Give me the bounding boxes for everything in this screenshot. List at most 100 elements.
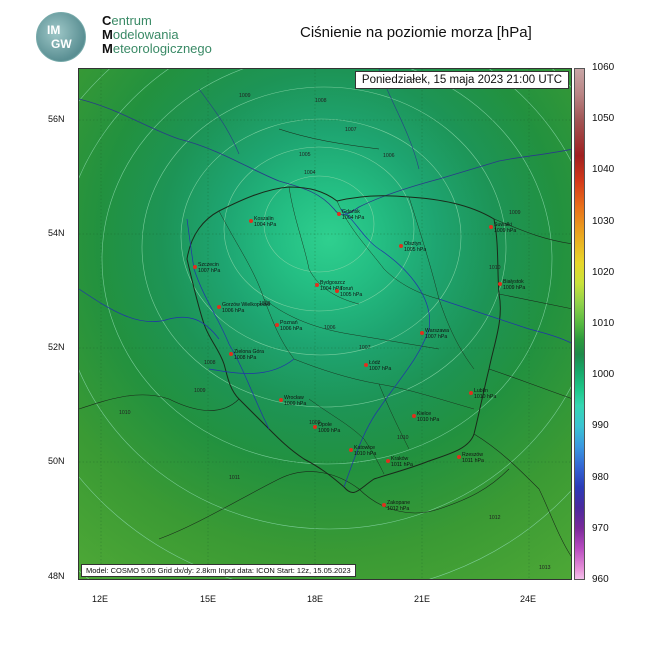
city-pressure: 1010 hPa [474, 394, 496, 400]
city-marker [315, 283, 319, 287]
isobar-label: 1010 [397, 435, 409, 441]
city-name: Kraków [391, 456, 409, 462]
isobar-label: 1009 [309, 420, 321, 426]
voivodeship-border [218, 210, 295, 360]
country-border [498, 293, 571, 309]
isobar [101, 69, 553, 465]
colorbar-tick-label: 1010 [592, 318, 615, 329]
city-marker [229, 352, 233, 356]
city-marker [386, 459, 390, 463]
lat-label: 48N [48, 571, 65, 581]
city-marker [420, 331, 424, 335]
city-marker [399, 244, 403, 248]
rivers [79, 208, 571, 488]
city-name: Gdańsk [342, 209, 360, 215]
city-marker [313, 425, 317, 429]
map-canvas: 1008 1009 1007 1006 1005 1004 1006 1008 … [79, 69, 571, 579]
city-marker [337, 212, 341, 216]
country-border [158, 468, 510, 540]
city-marker [457, 455, 461, 459]
city-name: Warszawa [425, 328, 449, 334]
city-pressure: 1004 hPa [320, 286, 342, 292]
voivodeship-border [308, 398, 385, 475]
city-marker [498, 282, 502, 286]
city-marker [249, 219, 253, 223]
isobar [180, 118, 462, 356]
colorbar-tick-label: 1050 [592, 113, 615, 125]
country-border [278, 128, 380, 150]
lon-label: 21E [414, 594, 431, 604]
city-marker [279, 398, 283, 402]
date-label: Poniedziałek, 15 maja 2023 21:00 UTC [354, 71, 569, 89]
colorbar-tick-label: 1060 [592, 62, 615, 73]
isobar-label: 1007 [345, 127, 357, 133]
pressure-map: 1008 1009 1007 1006 1005 1004 1006 1008 … [78, 68, 572, 580]
city-marker [469, 391, 473, 395]
poland-border [186, 186, 501, 493]
city-marker [382, 503, 386, 507]
river [79, 288, 220, 340]
voivodeship-border [336, 200, 440, 300]
city-name: Zakopane [387, 500, 410, 506]
country-border [79, 394, 240, 411]
logo-line-2: Modelowania [102, 27, 179, 42]
isobar-label: 1008 [315, 98, 327, 104]
country-border [473, 433, 571, 557]
isobar-label: 1006 [259, 301, 271, 307]
city-marker [217, 305, 221, 309]
lat-label: 50N [48, 456, 65, 466]
colorbar-tick-label: 1020 [592, 266, 615, 278]
imgw-badge: IM GW [36, 12, 86, 62]
city-pressure: 1009 hPa [318, 428, 340, 434]
city-pressure: 1010 hPa [417, 417, 439, 423]
city-name: Łódź [369, 360, 381, 366]
city-name: Zielona Góra [234, 349, 264, 355]
cmm-logo: IM GW Centrum Modelowania Meteorologiczn… [36, 12, 226, 62]
city-name: Toruń [340, 286, 353, 292]
city-pressure: 1007 hPa [425, 334, 447, 340]
city-pressure: 1006 hPa [222, 308, 244, 314]
city-marker [335, 289, 339, 293]
voivodeship-borders [218, 186, 475, 475]
city-name: Olsztyn [404, 241, 421, 247]
map-title: Ciśnienie na poziomie morza [hPa] [300, 24, 532, 41]
city-name: Rzeszów [462, 452, 483, 458]
model-info: Model: COSMO 5.05 Grid dx/dy: 2.8km Inpu… [81, 564, 356, 577]
isobar-label: 1008 [204, 360, 216, 366]
isobars [79, 69, 571, 579]
city-pressure: 1008 hPa [234, 355, 256, 361]
city-name: Białystok [503, 279, 524, 285]
city-pressure: 1009 hPa [494, 228, 516, 234]
isobar-label: 1005 [299, 152, 311, 158]
lon-label: 18E [307, 594, 324, 604]
city-name: Wrocław [284, 395, 304, 401]
city-pressure: 1006 hPa [280, 326, 302, 332]
colorbar-tick-label: 1030 [592, 215, 615, 227]
river [438, 298, 571, 344]
isobar-label: 1007 [359, 345, 371, 351]
city-pressure: 1009 hPa [284, 401, 306, 407]
city-name: Szczecin [198, 262, 219, 268]
badge-text-top: IM [47, 23, 61, 37]
city-pressure: 1007 hPa [369, 366, 391, 372]
isobar-label: 1006 [324, 325, 336, 331]
badge-text-bottom: GW [51, 37, 72, 51]
pressure-colorbar [574, 68, 585, 580]
isobar-label: 1013 [539, 565, 551, 571]
vistula-river [340, 208, 430, 488]
city-pressure: 1004 hPa [254, 222, 276, 228]
isobar-labels: 1008 1009 1007 1006 1005 1004 1006 1008 … [119, 93, 551, 571]
city-name: Suwałki [494, 222, 512, 228]
lon-label: 15E [200, 594, 217, 604]
isobar-label: 1012 [489, 515, 501, 521]
lon-label: 12E [92, 594, 109, 604]
city-name: Gorzów Wielkopolski [222, 302, 270, 308]
isobar [141, 86, 507, 408]
river [208, 358, 295, 374]
isobar-label: 1010 [119, 410, 131, 416]
country-border [493, 218, 571, 244]
lat-label: 56N [48, 114, 65, 124]
logo-line-1: Centrum [102, 13, 152, 28]
city-marker [489, 225, 493, 229]
